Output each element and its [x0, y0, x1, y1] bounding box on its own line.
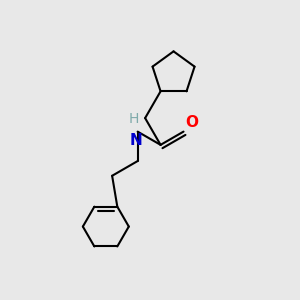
- Text: O: O: [185, 115, 198, 130]
- Text: N: N: [130, 133, 142, 148]
- Text: H: H: [129, 112, 139, 126]
